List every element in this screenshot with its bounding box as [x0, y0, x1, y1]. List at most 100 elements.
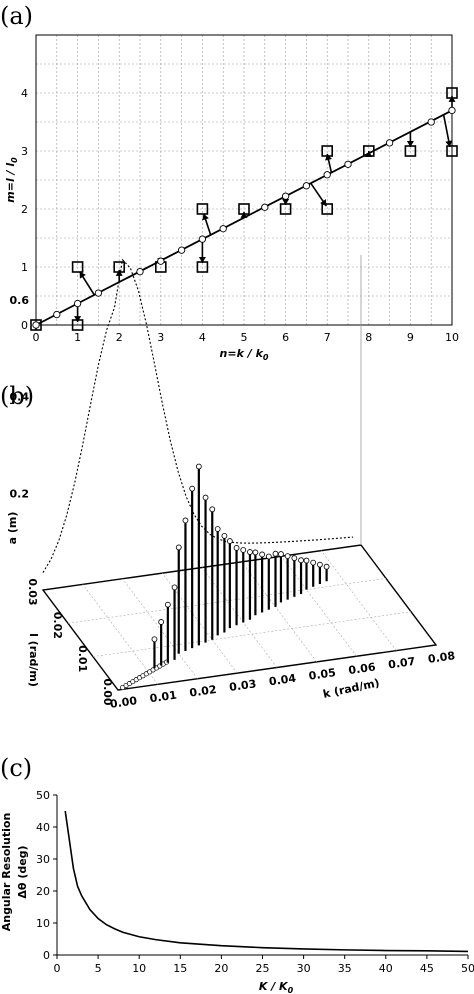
square-marker	[238, 203, 250, 215]
x-tick-label: 15	[173, 962, 187, 975]
stem-head	[233, 545, 240, 551]
chart-a-ticks: 0 1 2 3 4 5 6 7 8 9 10 0 1 2 3 4	[21, 87, 459, 344]
square-marker	[446, 87, 458, 99]
chart-b-ylabel: l (rad/m)	[27, 633, 40, 687]
y-tick-label: 0.03	[26, 578, 39, 605]
circle-marker	[302, 182, 311, 190]
x-tick-label: 0.01	[149, 689, 178, 706]
y-tick-label: 0.02	[51, 612, 64, 639]
x-tick-label: 3	[157, 331, 164, 344]
x-tick-label: 0.03	[228, 677, 257, 694]
panel-label-a: (a)	[0, 2, 33, 30]
stem-head	[310, 559, 317, 566]
floor-grid-line	[201, 567, 278, 668]
x-tick-label: 50	[461, 962, 474, 975]
x-tick-label: 0.06	[348, 660, 377, 677]
chart-a-xlabel: n=k / k0	[220, 347, 269, 362]
circle-marker	[177, 246, 186, 254]
circle-marker	[157, 257, 165, 265]
chart-a-marks	[30, 87, 458, 331]
stem-head	[209, 506, 216, 513]
z-tick-label: 0.2	[10, 487, 30, 500]
circle-marker	[281, 192, 290, 200]
stem-head	[272, 550, 279, 557]
x-tick-label: 0.07	[387, 655, 416, 672]
stem-head	[278, 551, 284, 557]
chart-c-ticks: 0 5 10 15 20 25 30 35 40 45 50 0 10 20 30 40 50	[36, 789, 474, 975]
circle-marker	[73, 299, 82, 308]
square-marker	[446, 145, 458, 157]
circle-marker	[427, 118, 435, 126]
circle-marker	[53, 310, 61, 319]
floor-grid-line	[82, 584, 158, 685]
arrow-head	[282, 198, 290, 205]
chart-b-ticks: 0.2 0.4 0.6 0.00 0.01 0.02 0.03 0.04 0.05 0.06 0.0…	[10, 294, 456, 711]
circle-marker	[136, 267, 144, 276]
x-tick-label: 0.00	[109, 694, 138, 711]
circle-marker	[32, 321, 40, 329]
arrow-head	[74, 316, 82, 323]
arrow-head	[325, 153, 332, 161]
chart-a-ylabel: m=l / l0	[4, 157, 19, 203]
y-tick-label: 50	[36, 789, 50, 802]
floor-grid-line	[241, 561, 317, 663]
z-tick-label: 0.4	[10, 391, 30, 404]
x-tick-label: 4	[199, 331, 206, 344]
stem-head	[175, 544, 182, 551]
x-tick-label: 7	[324, 331, 331, 344]
stem-head	[265, 553, 272, 560]
z-tick-label: 0.6	[10, 294, 30, 307]
x-tick-label: 0.04	[268, 672, 297, 689]
stem-head	[247, 549, 253, 555]
floor-grid-line	[321, 550, 397, 651]
x-tick-label: 40	[379, 962, 393, 975]
chart-a-grid	[35, 34, 453, 326]
chart-c-ylabel2: Δθ (deg)	[16, 845, 29, 898]
arrow-head	[79, 271, 86, 279]
x-tick-label: 20	[214, 962, 228, 975]
x-tick-label: 45	[420, 962, 434, 975]
resolution-curve	[64, 810, 469, 953]
circle-marker	[261, 203, 269, 211]
panel-label-b: (b)	[0, 382, 34, 410]
square-marker	[113, 261, 125, 273]
y-tick-label: 30	[36, 853, 50, 866]
square-marker	[196, 261, 209, 273]
stem-head	[182, 517, 189, 524]
stem-head	[323, 563, 330, 570]
x-tick-label: 0	[33, 331, 40, 344]
chart-b-zlabel: a (m)	[6, 512, 19, 545]
circle-marker	[448, 106, 456, 115]
circle-marker	[219, 225, 227, 233]
y-tick-label: 0	[43, 949, 50, 962]
square-marker	[71, 319, 84, 331]
square-marker	[71, 261, 84, 273]
stem-head	[202, 494, 209, 501]
floor-frame	[41, 544, 438, 691]
x-tick-label: 5	[95, 962, 102, 975]
x-tick-label: 0.05	[308, 666, 337, 683]
chart-a-frame	[35, 34, 453, 326]
circle-marker	[344, 160, 352, 168]
square-marker	[196, 203, 209, 215]
square-marker	[321, 203, 334, 215]
chart-b: 0.2 0.4 0.6 0.00 0.01 0.02 0.03 0.04 0.05 0.06 0.0…	[6, 255, 456, 711]
arrow-head	[202, 213, 209, 221]
chart-a: 0 1 2 3 4 5 6 7 8 9 10 0 1 2 3 4 n=k / k0 m=l / l0	[4, 34, 459, 362]
x-tick-label: 5	[241, 331, 248, 344]
stem-head	[221, 532, 228, 539]
stem-head	[189, 485, 196, 492]
arrow-head	[115, 269, 123, 276]
stem-head	[171, 584, 178, 591]
stem-head	[252, 549, 259, 556]
y-tick-label: 10	[36, 917, 50, 930]
y-tick-label: 0.01	[76, 645, 89, 672]
y-tick-label: 1	[21, 261, 28, 274]
x-tick-label: 25	[256, 962, 270, 975]
circle-marker	[323, 171, 331, 179]
chart-b-xlabel: k (rad/m)	[322, 676, 381, 701]
chart-c-marks	[64, 810, 469, 953]
chart-b-floor	[41, 255, 438, 691]
chart-c-xlabel: K / K0	[259, 980, 294, 994]
y-tick-label: 0	[21, 319, 28, 332]
